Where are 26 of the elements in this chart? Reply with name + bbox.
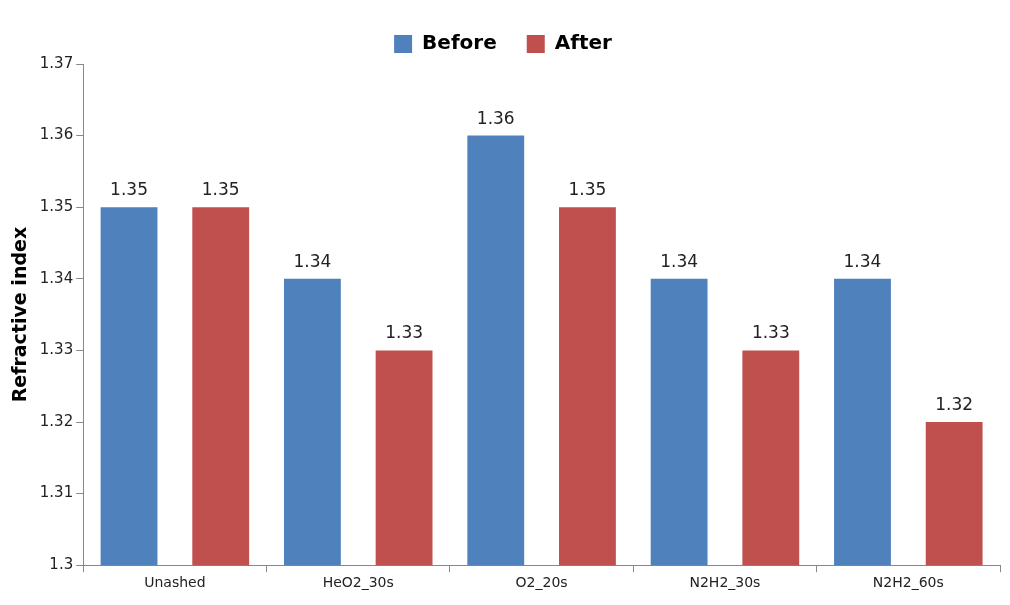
y-tick-label: 1.34 [39, 268, 74, 287]
y-tick-label: 1.35 [39, 197, 74, 216]
y-tick-label: 1.36 [39, 125, 74, 144]
data-label: 1.34 [293, 250, 332, 271]
x-tick-label: Unashed [144, 574, 206, 591]
legend-label: After [554, 30, 613, 55]
data-label: 1.34 [660, 250, 699, 271]
data-label: 1.35 [201, 179, 240, 200]
data-label: 1.34 [843, 250, 882, 271]
data-label: 1.36 [476, 107, 515, 128]
legend-label: Before [422, 30, 497, 55]
data-label: 1.35 [568, 179, 607, 200]
y-tick-label: 1.33 [39, 340, 74, 359]
x-tick-label: O2_20s [515, 574, 568, 591]
y-tick-label: 1.32 [39, 411, 74, 430]
data-label: 1.33 [385, 322, 424, 343]
x-tick-label: N2H2_30s [689, 574, 761, 591]
x-tick-label: N2H2_60s [872, 574, 944, 591]
y-tick-label: 1.3 [49, 555, 74, 574]
y-tick-label: 1.31 [39, 483, 74, 502]
y-tick-label: 1.37 [39, 53, 74, 72]
x-tick-label: HeO2_30s [322, 574, 394, 591]
data-label: 1.32 [935, 393, 974, 414]
data-label: 1.35 [110, 179, 148, 200]
data-label: 1.33 [751, 322, 790, 343]
y-axis-title: Refractive index [8, 226, 31, 403]
